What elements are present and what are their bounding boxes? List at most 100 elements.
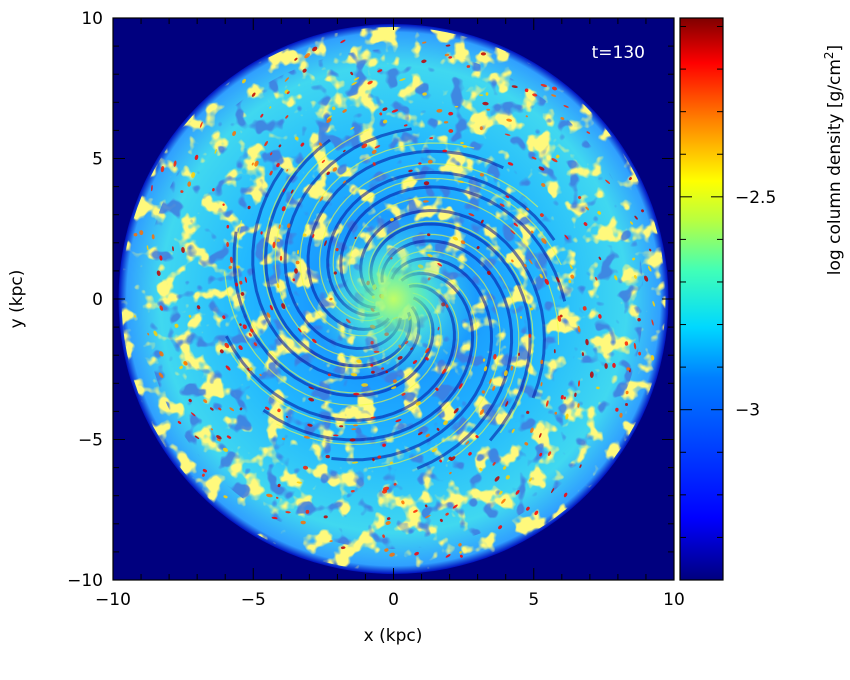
dense-clump [302,233,307,237]
dense-clump [232,131,237,136]
dense-clump [458,543,462,547]
dense-clump [526,506,530,511]
dense-clump [297,327,302,333]
dense-clump [633,275,637,279]
dense-clump [539,433,542,438]
dense-clump [377,455,382,459]
dense-clump [637,317,641,322]
dense-clump [480,219,484,224]
dense-clump [460,240,466,245]
dense-clump [452,504,458,509]
dense-clump [319,196,324,202]
dense-clump [492,462,496,466]
dense-clump [279,255,283,261]
dense-clump [342,109,347,113]
dense-clump [425,514,431,519]
dense-clump [356,359,362,364]
dense-clump [511,259,514,263]
dense-clump [540,359,544,365]
dense-clump [327,373,332,377]
dense-clump [259,373,262,377]
dense-clump [540,83,548,88]
dense-clump [439,459,443,463]
dense-clump [321,159,325,164]
dense-clump [374,145,381,149]
dense-clump [643,275,649,282]
dense-clump [276,283,280,289]
dense-clump [249,367,253,371]
dense-clump [218,407,222,411]
dense-clump [210,428,214,431]
dense-clump [264,140,268,147]
dense-clump [494,476,500,482]
dense-clump [445,512,449,516]
dense-clump [551,158,558,163]
dense-clump [563,396,566,400]
dense-clump [510,230,516,235]
dense-clump [225,365,231,371]
dense-clump [160,166,165,173]
y-tick-label: 10 [81,9,103,29]
dense-clump [479,409,485,415]
dense-clump [569,264,573,269]
dense-clump [281,303,286,310]
dense-clump [652,301,656,307]
dense-clump [201,473,205,477]
dense-clump [153,330,158,337]
dense-clump [212,188,215,192]
dense-clump [531,156,537,160]
dense-clump [466,65,471,68]
dense-clump [194,154,199,161]
y-tick-label: 5 [92,150,103,170]
dense-clump [638,351,642,356]
dense-clump [436,108,443,113]
dense-clump [487,270,491,276]
dense-clump [393,482,397,486]
dense-clump [556,276,560,283]
dense-clump [449,471,452,475]
dense-clump [269,170,273,176]
dense-clump [526,207,530,211]
dense-clump [524,442,529,446]
dense-clump [559,314,563,318]
dense-clump [443,420,448,426]
dense-clump [194,435,200,440]
dense-clump [235,282,239,287]
dense-clump [518,352,520,356]
dense-clump [180,190,184,194]
dense-clump [270,152,273,156]
dense-clump [532,93,538,97]
dense-clump [260,113,264,118]
dense-clump [304,53,311,59]
dense-clump [578,195,582,200]
dense-clump [377,69,383,73]
dense-clump [570,274,575,279]
x-axis-label: x (kpc) [364,626,423,646]
dense-clump [427,159,433,164]
dense-clump [505,195,510,199]
dense-clump [266,312,271,318]
dense-clump [340,39,346,44]
dense-clump [226,241,230,248]
dense-clump [582,306,587,311]
dense-clump [239,323,242,326]
dense-clump [614,275,618,281]
dense-clump [222,203,225,206]
dense-clump [326,171,330,176]
dense-clump [385,370,388,374]
colorbar-tick-label: −2.5 [735,188,776,208]
dense-clump [505,401,509,407]
dense-clump [248,332,252,337]
dense-clump [597,211,602,215]
dense-clump [350,71,354,76]
dense-clump [435,387,439,391]
dense-clump [349,438,356,442]
dense-clump [459,554,463,558]
dense-clump [539,273,543,279]
colorbar-label-main: log column density [g/cm [825,59,845,275]
dense-clump [367,80,373,85]
dense-clump [557,315,562,322]
dense-clump [159,255,163,261]
dense-clump [158,372,164,378]
dense-clump [382,443,386,447]
